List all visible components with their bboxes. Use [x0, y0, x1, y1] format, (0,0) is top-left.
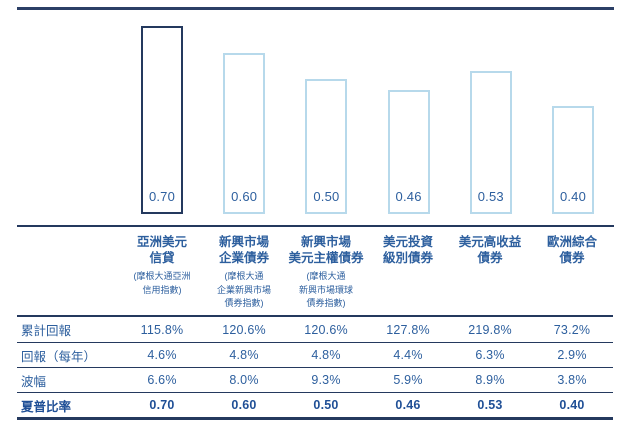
row-label: 累計回報: [21, 324, 72, 338]
cell-r3-c3: 0.46: [395, 398, 421, 412]
bar-1: 0.60: [223, 53, 266, 214]
cell-r2-c5: 3.8%: [557, 373, 587, 387]
column-title-line: 級別債券: [382, 250, 433, 265]
cell-r3-c2: 0.50: [313, 398, 339, 412]
bar-value-label-5: 0.40: [559, 189, 587, 204]
header-spacer: [17, 230, 121, 311]
bar-2: 0.50: [305, 79, 348, 214]
table-row-3: 夏普比率 0.70 0.60 0.50 0.46 0.53 0.40: [17, 392, 613, 417]
row-label: 回報（每年）: [21, 349, 97, 364]
column-header-4: 美元高收益 債券: [449, 230, 531, 311]
column-title-line: 美元高收益: [458, 235, 522, 249]
cell-r1-c0: 4.6%: [147, 348, 177, 362]
column-title-line: 新興市場: [218, 235, 269, 249]
table-row-1: 回報（每年） 4.6% 4.8% 4.8% 4.4% 6.3% 2.9%: [17, 342, 613, 367]
column-subtitle-line: (摩根大通: [306, 271, 346, 281]
cell-r0-c3: 127.8%: [386, 322, 430, 337]
column-title-line: 亞洲美元: [136, 235, 187, 249]
cell-r0-c5: 73.2%: [553, 322, 591, 337]
cell-r0-c1: 120.6%: [222, 322, 266, 337]
bar-0: 0.70: [141, 26, 183, 214]
column-header-1: 新興市場 企業債券 (摩根大通企業新興市場 債券指數): [203, 230, 285, 311]
column-header-5: 歐洲綜合 債券: [531, 230, 613, 311]
cell-r2-c2: 9.3%: [311, 373, 341, 387]
cell-r2-c1: 8.0%: [229, 373, 259, 387]
bar-value-label-2: 0.50: [313, 189, 340, 204]
column-subtitle-line: 債券指數): [224, 298, 264, 308]
column-subtitle: (摩根大通企業新興市場 債券指數): [203, 270, 285, 311]
column-title-line: 債券: [477, 250, 503, 265]
cell-r1-c1: 4.8%: [229, 348, 259, 362]
table-row-0: 累計回報 115.8% 120.6% 120.6% 127.8% 219.8% 73.2%: [17, 317, 613, 342]
column-subtitle-line: 企業新興市場: [216, 284, 271, 295]
cell-r1-c2: 4.8%: [311, 348, 341, 362]
column-subtitle: (摩根大通新興市場環球 債券指數): [285, 270, 367, 311]
cell-r1-c5: 2.9%: [557, 348, 587, 362]
cell-r2-c0: 6.6%: [147, 373, 177, 387]
column-subtitle: (摩根大通亞洲 信用指數): [121, 270, 203, 297]
bar-5: 0.40: [552, 106, 594, 214]
cell-r3-c5: 0.40: [559, 398, 585, 412]
bar-4: 0.53: [469, 71, 512, 214]
table-row-2: 波幅 6.6% 8.0% 9.3% 5.9% 8.9% 3.8%: [17, 367, 613, 392]
row-label: 波幅: [21, 374, 47, 389]
column-header-3: 美元投資 級別債券: [367, 230, 449, 311]
cell-r0-c4: 219.8%: [468, 322, 512, 337]
column-title-line: 歐洲綜合: [546, 235, 597, 249]
bar-value-label-4: 0.53: [477, 189, 504, 204]
metrics-table: 累計回報 115.8% 120.6% 120.6% 127.8% 219.8% 73.2% 回…: [17, 315, 613, 420]
column-title-line: 信貸: [149, 250, 175, 265]
row-label: 夏普比率: [21, 399, 72, 414]
cell-r3-c1: 0.60: [231, 398, 257, 412]
cell-r0-c0: 115.8%: [140, 322, 184, 337]
column-subtitle-line: 債券指數): [306, 298, 346, 308]
column-title-line: 美元投資: [382, 235, 433, 249]
cell-r1-c4: 6.3%: [475, 348, 505, 362]
bar-3: 0.46: [387, 90, 430, 214]
bar-value-label-0: 0.70: [148, 189, 176, 204]
cell-r2-c4: 8.9%: [475, 373, 505, 387]
column-subtitle-line: (摩根大通: [224, 271, 264, 281]
cell-r1-c3: 4.4%: [393, 348, 423, 362]
column-header-2: 新興市場 美元主權債券 (摩根大通新興市場環球 債券指數): [285, 230, 367, 311]
column-headers: 亞洲美元 信貸 (摩根大通亞洲 信用指數) 新興市場 企業債券 (摩根大通 企業新興市場 債券指…: [17, 230, 613, 311]
bar-value-label-1: 0.60: [231, 189, 258, 204]
cell-r2-c3: 5.9%: [393, 373, 423, 387]
column-subtitle-line: (摩根大通亞洲: [133, 271, 191, 281]
top-divider-rule: [17, 7, 614, 10]
cell-r3-c4: 0.53: [477, 398, 503, 412]
column-subtitle-line: 新興市場環球: [298, 284, 353, 295]
cell-r3-c0: 0.70: [149, 398, 175, 412]
column-title-line: 美元主權債券: [288, 250, 364, 265]
column-title-line: 企業債券: [218, 250, 269, 265]
cell-r0-c2: 120.6%: [304, 322, 348, 337]
bar-chart: 0.70 0.60 0.50 0.46 0.53 0.40: [17, 0, 614, 214]
x-axis-line: [17, 225, 614, 227]
column-header-0: 亞洲美元 信貸 (摩根大通亞洲 信用指數): [121, 230, 203, 311]
column-title-line: 債券: [559, 250, 585, 265]
bar-value-label-3: 0.46: [395, 189, 422, 204]
column-subtitle-line: 信用指數): [142, 284, 182, 295]
column-title-line: 新興市場: [300, 235, 351, 249]
